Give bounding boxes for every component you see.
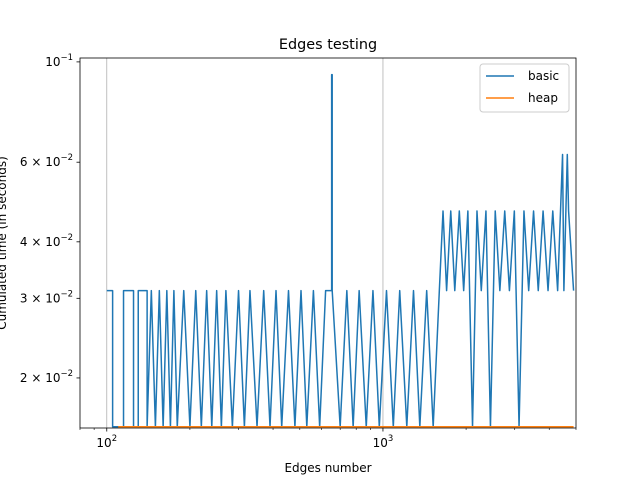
plot-series bbox=[106, 73, 575, 428]
y-axis-label: Cumulated time (in seconds) bbox=[0, 156, 9, 330]
axes-frame bbox=[79, 57, 577, 429]
y-tick-label-1: 6 × 10−2 bbox=[20, 153, 73, 169]
series-line-basic bbox=[106, 73, 575, 428]
legend: basic heap bbox=[479, 63, 570, 113]
x-axis-label: Edges number bbox=[284, 461, 371, 475]
legend-label-heap: heap bbox=[528, 91, 558, 105]
legend-label-basic: basic bbox=[528, 69, 559, 83]
y-tick-label-2: 4 × 10−2 bbox=[20, 233, 73, 249]
y-tick-label-3: 3 × 10−2 bbox=[20, 289, 73, 305]
y-tick-label-4: 2 × 10−2 bbox=[20, 369, 73, 385]
chart-title: Edges testing bbox=[279, 37, 377, 53]
y-axis-ticks: 10−16 × 10−24 × 10−23 × 10−22 × 10−2 bbox=[20, 53, 80, 385]
